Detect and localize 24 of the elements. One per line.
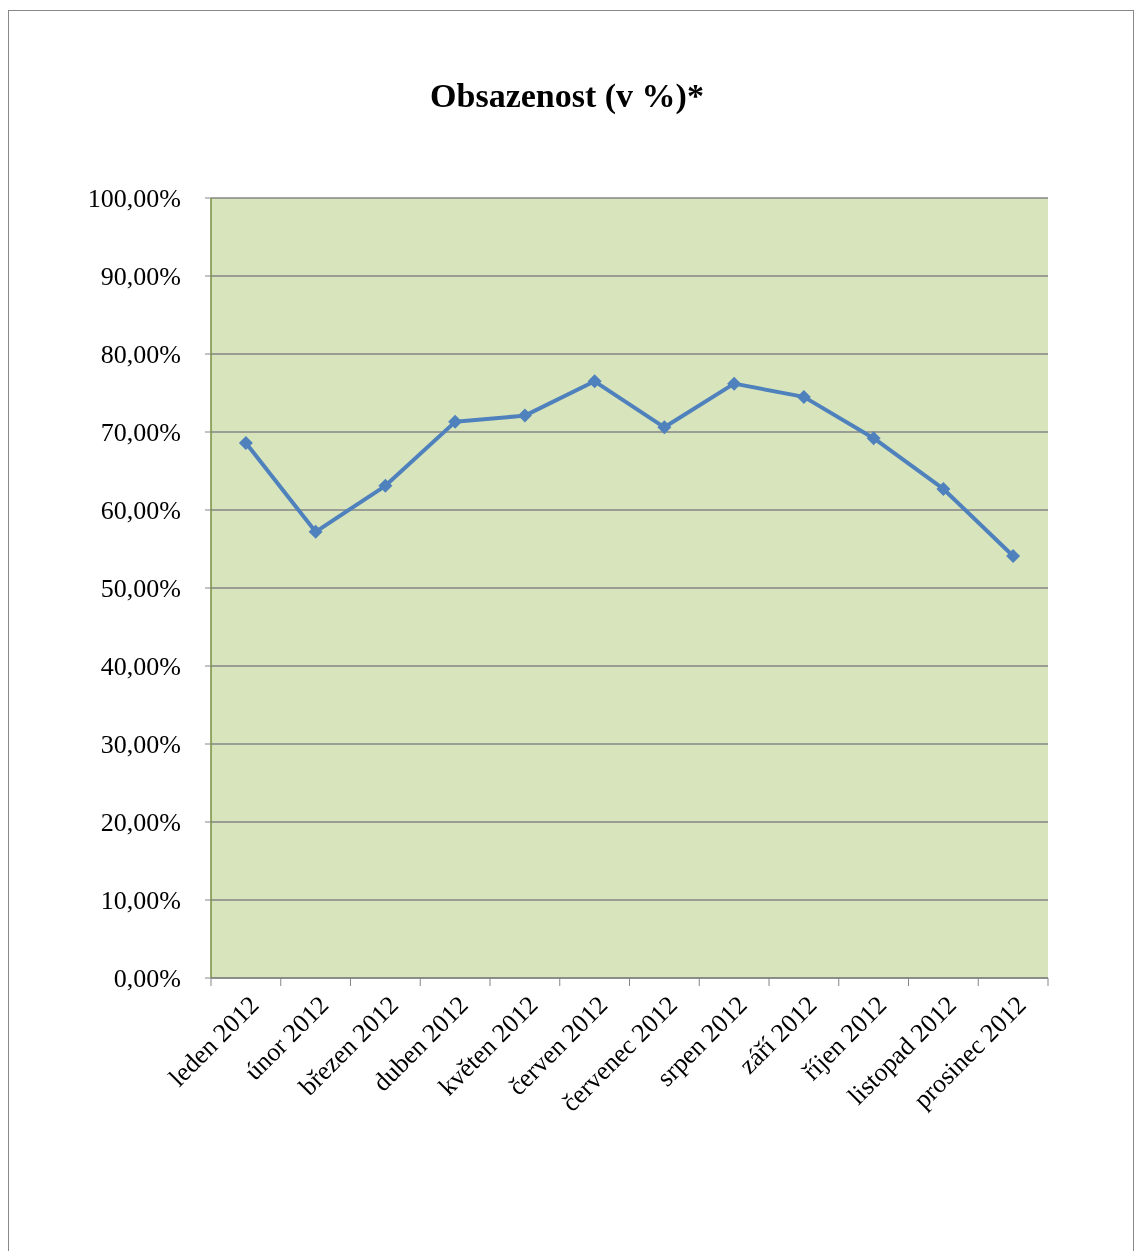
y-tick-label: 10,00% (100, 886, 181, 916)
y-tick-label: 90,00% (100, 262, 181, 292)
point (238, 435, 253, 450)
chart-title: Obsazenost (v %)* (430, 77, 704, 115)
y-tick-label: 30,00% (100, 730, 181, 760)
y-tick-label: 50,00% (100, 574, 181, 604)
point (796, 389, 811, 404)
y-tick-label: 60,00% (100, 496, 181, 526)
point (866, 431, 881, 446)
point (727, 376, 742, 391)
point (936, 481, 951, 496)
point (587, 374, 602, 389)
y-tick-label: 0,00% (113, 964, 181, 994)
point (517, 408, 532, 423)
point (308, 524, 323, 539)
y-tick-label: 70,00% (100, 418, 181, 448)
y-tick-label: 100,00% (87, 184, 181, 214)
point (378, 478, 393, 493)
point (1006, 549, 1021, 564)
point (448, 414, 463, 429)
y-tick-label: 20,00% (100, 808, 181, 838)
y-tick-label: 40,00% (100, 652, 181, 682)
point (657, 420, 672, 435)
y-tick-label: 80,00% (100, 340, 181, 370)
